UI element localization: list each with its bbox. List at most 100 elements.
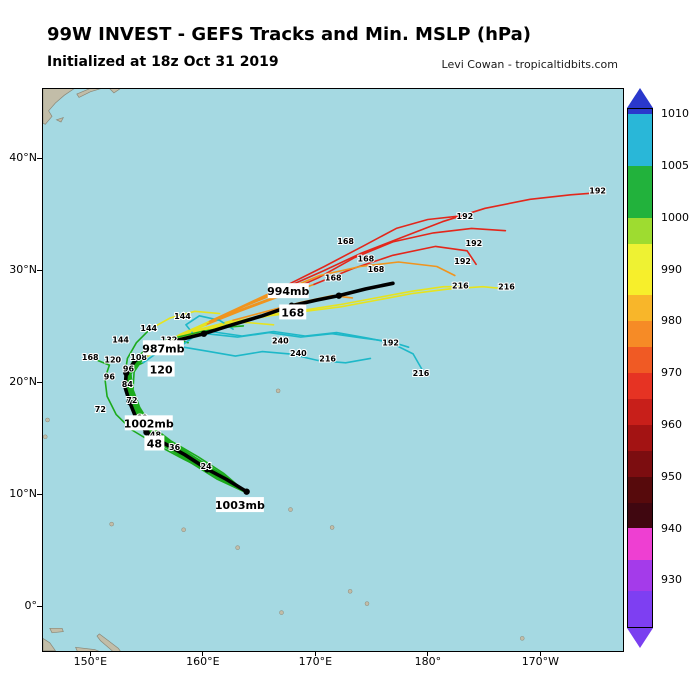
hour-label: 84 [122, 380, 134, 389]
hour-label: 168 [82, 353, 99, 362]
island-dot [329, 525, 335, 530]
mean-track-dot [335, 292, 343, 299]
hour-label: 240 [272, 336, 289, 345]
hour-label: 168 [368, 265, 385, 274]
hour-label: 216 [413, 369, 430, 378]
hour-label: 36 [169, 443, 181, 452]
mean-track-dot [126, 398, 133, 406]
label-box [147, 361, 175, 377]
mean-track-dot [123, 369, 130, 377]
island-dot [45, 417, 50, 423]
mean-track-label: 1002mb [124, 417, 174, 430]
land-manus [49, 627, 64, 634]
colorbar-segment [628, 243, 652, 270]
mean-track-dot [204, 466, 211, 473]
track-segment [206, 261, 456, 325]
colorbar-label: 1005 [661, 158, 689, 172]
ocean [43, 89, 623, 651]
hour-label: 144 [140, 324, 157, 333]
credit-text: Levi Cowan - tropicaltidbits.com [441, 58, 618, 71]
colorbar-body: 1010 1005 1000 990 980 970 960 950 940 930 [627, 107, 689, 628]
lon-tick-label: 170°E [298, 655, 333, 668]
lat-tick-label: 20°N [9, 375, 37, 388]
page-title: 99W INVEST - GEFS Tracks and Min. MSLP (… [47, 24, 531, 45]
hour-label: 168 [358, 255, 375, 264]
colorbar-segment [628, 217, 652, 244]
colorbar-segment [628, 559, 652, 591]
hour-label: 192 [466, 239, 483, 248]
lon-tickmark [202, 651, 204, 656]
track-segment [283, 215, 467, 288]
hour-label: 48 [150, 431, 162, 440]
track-map: 2436486072728496961081201321441441441681… [43, 89, 623, 651]
mean-track-label: 994mb [267, 285, 309, 298]
colorbar-segment [628, 424, 652, 451]
colorbar: 1010 1005 1000 990 980 970 960 950 940 930 [627, 88, 689, 648]
hour-label: 192 [457, 212, 474, 221]
lon-tick-label: 150°E [73, 655, 108, 668]
label-box [267, 283, 309, 299]
colorbar-segment [628, 373, 652, 399]
hour-label: 144 [174, 312, 191, 321]
island-dot [364, 601, 370, 606]
lon-tickmark [427, 651, 429, 656]
colorbar-segment [628, 590, 652, 627]
colorbar-segment [628, 109, 652, 115]
mean-track-dot [200, 330, 208, 337]
hour-label: 72 [95, 405, 106, 414]
lon-tick-label: 180° [414, 655, 442, 668]
land-new-britain [75, 646, 100, 651]
colorbar-segment [628, 399, 652, 425]
land-new-ireland [96, 633, 121, 651]
hour-label: 24 [201, 462, 213, 471]
label-box [142, 340, 184, 356]
land-kuril-2 [109, 89, 121, 94]
hour-label: 192 [454, 257, 471, 266]
lon-tickmark [314, 651, 316, 656]
track-segment [149, 310, 221, 330]
colorbar-segment [628, 476, 652, 503]
colorbar-label: 930 [661, 573, 682, 587]
lat-tickmark [37, 605, 42, 607]
track-segment [277, 227, 507, 297]
colorbar-segment [628, 295, 652, 322]
mean-track-dot [143, 429, 150, 436]
land-kuril-1 [76, 89, 101, 98]
land-shikotan [55, 117, 65, 123]
colorbar-segment [628, 502, 652, 529]
colorbar-label: 940 [661, 521, 682, 535]
lat-tick-label: 40°N [9, 151, 37, 164]
lat-tickmark [37, 381, 42, 383]
hour-label: 108 [130, 353, 147, 362]
lat-tick-label: 10°N [9, 487, 37, 500]
mean-track-label: 120 [150, 364, 173, 377]
hour-label: 216 [319, 354, 336, 363]
lon-tick-label: 160°E [186, 655, 220, 668]
land-hokkaido [43, 89, 75, 125]
island-dot [275, 388, 281, 394]
mean-track-label: 1003mb [215, 499, 265, 512]
hour-label: 216 [452, 282, 469, 291]
lon-tickmark [539, 651, 541, 656]
colorbar-label: 950 [661, 469, 682, 483]
init-time-subtitle: Initialized at 18z Oct 31 2019 [47, 54, 279, 70]
island-dot [288, 507, 293, 512]
colorbar-top-arrow-icon [627, 88, 653, 108]
hour-label: 72 [126, 396, 137, 405]
label-box [215, 497, 264, 513]
ensemble-track [89, 355, 248, 494]
hour-label: 96 [123, 364, 135, 373]
hour-label: 144 [112, 335, 129, 344]
label-box [279, 304, 307, 320]
mean-track [123, 281, 395, 494]
map-frame: 2436486072728496961081201321441441441681… [42, 88, 624, 652]
colorbar-bottom-arrow-icon [627, 628, 653, 648]
hour-label: 192 [589, 186, 606, 195]
island-dot [181, 527, 186, 532]
colorbar-segment [628, 321, 652, 348]
colorbar-label: 980 [661, 314, 682, 328]
island-dot [347, 589, 353, 594]
mean-track-dot [243, 488, 250, 495]
colorbar-label: 960 [661, 417, 682, 431]
